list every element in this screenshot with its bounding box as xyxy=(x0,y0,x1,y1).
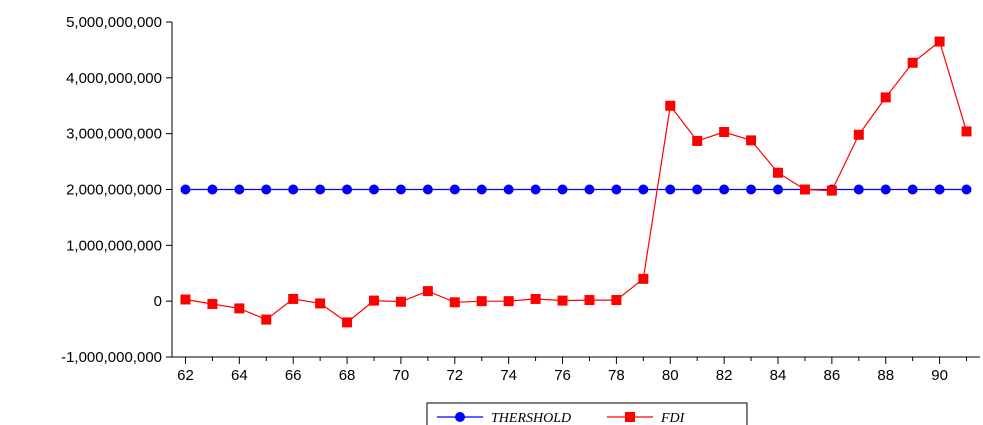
x-tick-label: 72 xyxy=(446,367,463,384)
legend-marker-fdi xyxy=(625,412,635,422)
x-tick-label: 66 xyxy=(285,367,302,384)
data-point-fdi xyxy=(907,57,918,68)
data-point-thershold xyxy=(773,184,783,195)
legend: THERSHOLD FDI xyxy=(426,402,748,425)
legend-label-fdi: FDI xyxy=(660,411,686,425)
x-tick-label: 80 xyxy=(662,367,679,384)
y-axis-ticks: 5,000,000,000 4,000,000,000 3,000,000,000 2… xyxy=(61,14,172,366)
series-fdi xyxy=(180,36,972,328)
y-tick-label: 1,000,000,000 xyxy=(66,237,162,254)
data-point-fdi xyxy=(611,295,622,306)
data-point-thershold xyxy=(961,184,972,195)
data-point-fdi xyxy=(773,167,783,178)
y-tick-label: 5,000,000,000 xyxy=(66,14,162,31)
data-point-fdi xyxy=(665,100,676,111)
data-point-thershold xyxy=(557,184,568,195)
y-tick-label: 2,000,000,000 xyxy=(66,182,162,199)
data-point-fdi xyxy=(799,184,810,195)
data-point-fdi xyxy=(934,36,945,47)
data-point-fdi xyxy=(638,273,649,284)
data-point-thershold xyxy=(395,184,406,195)
x-tick-label: 86 xyxy=(824,367,841,384)
data-point-thershold xyxy=(746,184,757,195)
data-point-thershold xyxy=(369,184,379,195)
data-point-thershold xyxy=(853,184,864,195)
y-tick-label: -1,000,000,000 xyxy=(61,349,162,366)
data-point-fdi xyxy=(234,303,245,314)
x-tick-label: 88 xyxy=(877,367,894,384)
data-point-fdi xyxy=(692,135,703,146)
data-point-thershold xyxy=(719,184,730,195)
y-tick-label: 4,000,000,000 xyxy=(66,70,162,87)
x-tick-label: 90 xyxy=(931,367,948,384)
data-point-fdi xyxy=(261,314,272,325)
x-tick-label: 62 xyxy=(177,367,194,384)
data-point-thershold xyxy=(934,184,945,195)
data-point-fdi xyxy=(961,126,972,137)
legend-box xyxy=(426,402,748,425)
data-point-fdi xyxy=(826,185,837,196)
data-point-thershold xyxy=(207,184,218,195)
data-point-fdi xyxy=(880,92,891,103)
x-tick-label: 84 xyxy=(770,367,787,384)
data-point-fdi xyxy=(369,295,379,306)
data-point-thershold xyxy=(584,184,595,195)
data-point-fdi xyxy=(207,298,218,309)
x-axis-ticks: 62 64 66 68 70 72 74 76 78 80 82 84 86 88 90 xyxy=(177,357,968,384)
y-tick-label: 3,000,000,000 xyxy=(66,126,162,143)
data-point-thershold xyxy=(342,184,353,195)
data-point-fdi xyxy=(746,135,757,146)
data-point-thershold xyxy=(907,184,918,195)
data-point-thershold xyxy=(422,184,433,195)
data-point-thershold xyxy=(503,184,514,195)
x-tick-label: 74 xyxy=(500,367,517,384)
x-tick-label: 68 xyxy=(339,367,356,384)
data-point-fdi xyxy=(584,295,595,306)
data-point-fdi xyxy=(288,293,299,304)
data-point-fdi xyxy=(503,296,514,307)
data-point-thershold xyxy=(261,184,272,195)
data-point-thershold xyxy=(449,184,460,195)
data-point-thershold xyxy=(476,184,487,195)
legend-label-thershold: THERSHOLD xyxy=(491,411,571,425)
legend-marker-thershold xyxy=(455,412,465,422)
data-point-fdi xyxy=(180,294,191,305)
y-tick-label: 0 xyxy=(154,293,162,310)
x-tick-label: 64 xyxy=(231,367,248,384)
x-tick-label: 78 xyxy=(608,367,625,384)
x-tick-label: 70 xyxy=(393,367,410,384)
data-point-thershold xyxy=(180,184,191,195)
data-point-thershold xyxy=(530,184,541,195)
series-line-fdi xyxy=(185,40,968,324)
data-point-thershold xyxy=(692,184,703,195)
x-tick-label: 82 xyxy=(716,367,733,384)
data-point-thershold xyxy=(880,184,891,195)
data-point-fdi xyxy=(395,296,406,307)
data-point-fdi xyxy=(853,129,864,140)
data-point-fdi xyxy=(342,317,353,328)
data-point-fdi xyxy=(315,298,326,309)
data-point-thershold xyxy=(665,184,676,195)
data-point-fdi xyxy=(449,297,460,308)
series-layer xyxy=(180,36,972,328)
data-point-fdi xyxy=(719,126,730,137)
data-point-thershold xyxy=(611,184,622,195)
data-point-fdi xyxy=(557,295,568,306)
x-tick-label: 76 xyxy=(554,367,571,384)
data-point-fdi xyxy=(476,296,487,307)
data-point-thershold xyxy=(638,184,649,195)
data-point-thershold xyxy=(315,184,326,195)
data-point-fdi xyxy=(530,293,541,304)
series-thershold xyxy=(180,184,972,195)
data-point-fdi xyxy=(422,286,433,297)
data-point-thershold xyxy=(288,184,299,195)
data-point-thershold xyxy=(234,184,245,195)
